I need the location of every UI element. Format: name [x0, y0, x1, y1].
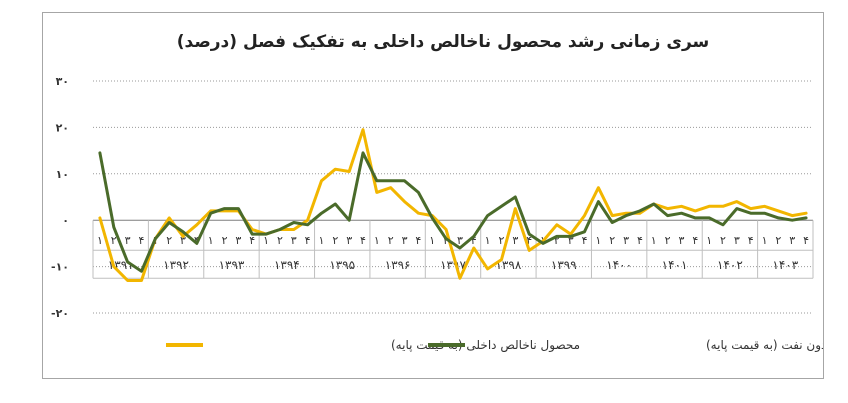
quarter-label: ۴	[471, 234, 477, 247]
quarter-label: ۲	[609, 234, 615, 247]
year-label: ۱۴۰۲	[717, 258, 743, 272]
quarter-label: ۳	[125, 234, 131, 247]
year-label: ۱۳۹۴	[274, 258, 300, 272]
quarter-label: ۲	[443, 234, 449, 247]
quarter-label: ۱	[208, 234, 214, 247]
legend-label-gdp-non-oil: محصول ناخالص داخلی بدون نفت (به قیمت پای…	[706, 338, 823, 353]
year-label: ۱۳۹۷	[440, 258, 466, 272]
y-tick-label: ۳۰	[56, 75, 69, 88]
year-label: ۱۳۹۶	[385, 258, 411, 272]
quarter-label: ۲	[111, 234, 117, 247]
year-label: ۱۴۰۱	[662, 258, 688, 272]
quarter-label: ۴	[249, 234, 255, 247]
quarter-label: ۲	[665, 234, 671, 247]
quarter-label: ۴	[139, 234, 145, 247]
quarter-label: ۱	[762, 234, 768, 247]
year-label: ۱۳۹۸	[495, 258, 521, 272]
quarter-label: ۲	[775, 234, 781, 247]
quarter-label: ۲	[388, 234, 394, 247]
series-line-gdp-non-oil	[98, 151, 808, 273]
quarter-label: ۳	[789, 234, 795, 247]
quarter-label: ۳	[734, 234, 740, 247]
quarter-label: ۱	[263, 234, 269, 247]
series-lines	[98, 128, 808, 282]
y-tick-label: -۱۰	[51, 261, 69, 274]
legend: محصول ناخالص داخلی (به قیمت پایه) محصول …	[166, 338, 823, 353]
chart-frame: سری زمانی رشد محصول ناخالص داخلی به تفکی…	[42, 12, 824, 379]
quarter-label: ۳	[623, 234, 629, 247]
y-tick-label: ۱۰	[56, 168, 69, 181]
quarter-label: ۳	[346, 234, 352, 247]
quarter-label: ۱	[595, 234, 601, 247]
quarter-label: ۲	[166, 234, 172, 247]
quarter-label: ۲	[554, 234, 560, 247]
quarter-label: ۱	[374, 234, 380, 247]
quarter-label: ۳	[291, 234, 297, 247]
quarter-label: ۱	[429, 234, 435, 247]
quarter-label: ۴	[692, 234, 698, 247]
quarter-label: ۳	[180, 234, 186, 247]
quarter-label: ۲	[277, 234, 283, 247]
y-tick-label: -۲۰	[51, 307, 69, 320]
y-axis: ۳۰ ۲۰ ۱۰ ۰ -۱۰ -۲۰	[51, 75, 69, 320]
quarter-label: ۳	[457, 234, 463, 247]
quarter-label: ۳	[235, 234, 241, 247]
quarter-label: ۴	[803, 234, 809, 247]
year-label: ۱۴۰۰	[606, 258, 632, 272]
quarter-label: ۴	[415, 234, 421, 247]
quarter-label: ۴	[637, 234, 643, 247]
series-line-gdp	[98, 128, 808, 282]
grid-lines	[93, 80, 813, 314]
quarter-label: ۴	[526, 234, 532, 247]
quarter-label: ۳	[512, 234, 518, 247]
quarter-label: ۴	[305, 234, 311, 247]
quarter-label: ۲	[720, 234, 726, 247]
quarter-label: ۱	[319, 234, 325, 247]
y-tick-label: ۰	[62, 214, 69, 227]
quarter-label: ۲	[499, 234, 505, 247]
quarter-label: ۳	[679, 234, 685, 247]
quarter-label: ۱	[485, 234, 491, 247]
quarter-label: ۱	[706, 234, 712, 247]
y-tick-label: ۲۰	[56, 121, 69, 134]
quarter-label: ۴	[360, 234, 366, 247]
quarter-label: ۱	[651, 234, 657, 247]
quarter-label: ۳	[402, 234, 408, 247]
quarter-label: ۳	[568, 234, 574, 247]
year-label: ۱۳۹۲	[163, 258, 189, 272]
year-label: ۱۳۹۳	[219, 258, 245, 272]
chart-title: سری زمانی رشد محصول ناخالص داخلی به تفکی…	[177, 32, 710, 52]
quarter-label: ۴	[748, 234, 754, 247]
legend-label-gdp: محصول ناخالص داخلی (به قیمت پایه)	[391, 338, 580, 353]
line-chart: سری زمانی رشد محصول ناخالص داخلی به تفکی…	[51, 32, 823, 353]
quarter-label: ۲	[332, 234, 338, 247]
year-label: ۱۳۹۹	[551, 258, 577, 272]
quarter-label: ۱	[97, 234, 103, 247]
year-label: ۱۴۰۳	[772, 258, 798, 272]
quarter-label: ۲	[222, 234, 228, 247]
quarter-label: ۴	[582, 234, 588, 247]
year-label: ۱۳۹۵	[329, 258, 355, 272]
